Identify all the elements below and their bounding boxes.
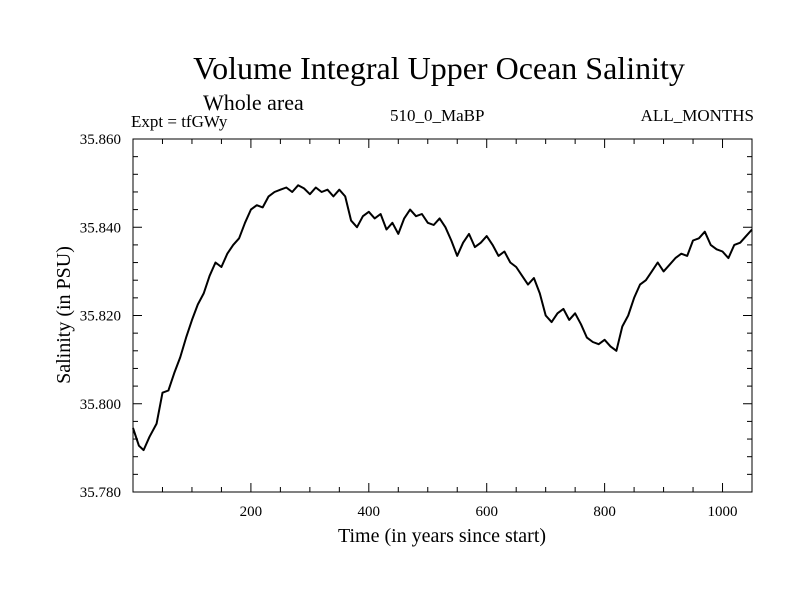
- y-tick-label: 35.840: [80, 220, 121, 236]
- y-tick-label: 35.860: [80, 132, 121, 148]
- x-tick-label: 800: [593, 504, 616, 520]
- y-tick-label: 35.780: [80, 485, 121, 501]
- x-tick-label: 1000: [708, 504, 738, 520]
- experiment-label: Expt = tfGWy: [131, 112, 228, 131]
- experiment-id-label: 510_0_MaBP: [390, 106, 485, 125]
- x-tick-label: 400: [358, 504, 381, 520]
- y-axis-label: Salinity (in PSU): [53, 246, 75, 384]
- x-tick-label: 600: [475, 504, 498, 520]
- x-tick-label: 200: [240, 504, 263, 520]
- axis-ticks: [133, 138, 752, 493]
- y-tick-label: 35.800: [80, 397, 121, 413]
- salinity-series-line: [132, 184, 753, 452]
- chart-subtitle: Whole area: [203, 90, 304, 115]
- tick-labels: 200 400 600 800 1000 35.780 35.800 35.820 35.840…: [80, 132, 738, 520]
- chart-title: Volume Integral Upper Ocean Salinity: [193, 50, 685, 86]
- plot-frame: [132, 138, 753, 493]
- months-label: ALL_MONTHS: [640, 106, 754, 125]
- x-axis-label: Time (in years since start): [338, 525, 546, 547]
- y-tick-label: 35.820: [80, 309, 121, 325]
